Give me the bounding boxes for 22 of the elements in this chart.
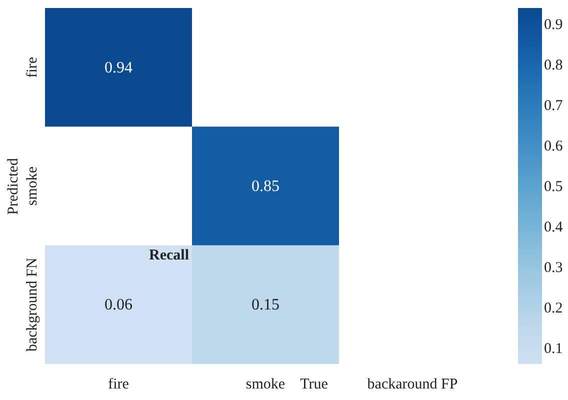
x-axis-title: True bbox=[300, 376, 328, 392]
x-tick-label: fire bbox=[108, 376, 130, 392]
color-bar-label: 0.9 bbox=[544, 17, 563, 34]
data-label: 0.06 bbox=[104, 296, 132, 314]
color-bar-label: 0.1 bbox=[544, 340, 563, 357]
annotation: Recall bbox=[149, 247, 189, 264]
color-bar-label: 0.3 bbox=[544, 260, 563, 276]
x-tick-label: smoke bbox=[246, 376, 286, 392]
color-bar-label: 0.7 bbox=[544, 98, 564, 114]
color-bar-label: 0.4 bbox=[544, 219, 564, 236]
data-label: 0.15 bbox=[252, 296, 280, 314]
data-label: 0.94 bbox=[104, 59, 132, 76]
color-bar-label: 0.5 bbox=[544, 179, 563, 195]
data-label: 0.85 bbox=[252, 178, 280, 195]
x-tick-label: backaround FP bbox=[367, 376, 458, 392]
y-tick-label: background FN bbox=[24, 258, 40, 352]
color-bar-label: 0.6 bbox=[544, 138, 564, 155]
y-axis-title: Predicted bbox=[6, 158, 22, 215]
y-tick-label: fire bbox=[24, 56, 40, 78]
color-bar-label: 0.2 bbox=[544, 300, 563, 316]
y-tick-label: smoke bbox=[24, 166, 40, 206]
color-bar-label: 0.8 bbox=[544, 58, 563, 74]
